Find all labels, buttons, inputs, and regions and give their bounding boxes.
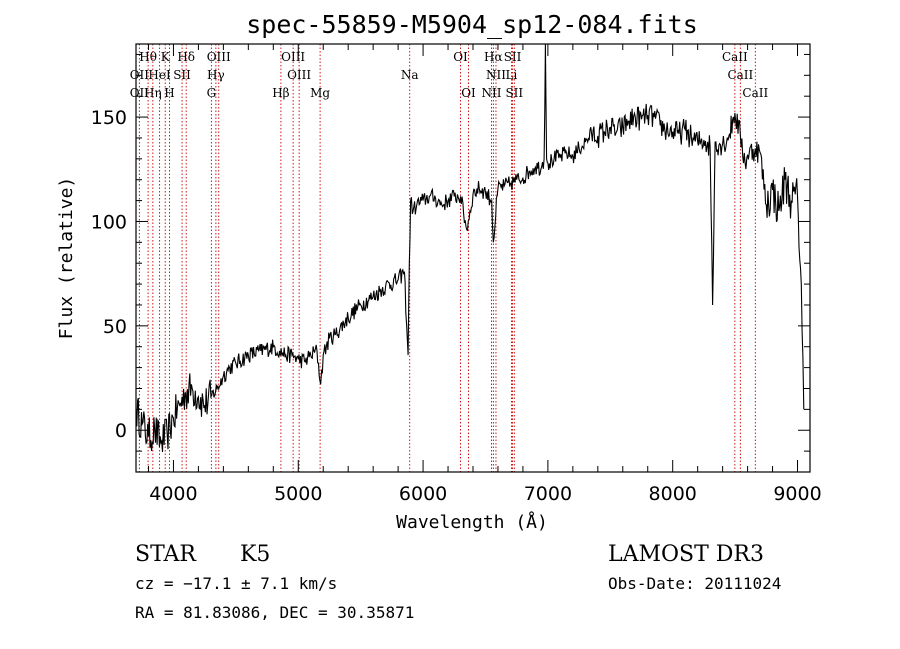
line-label: CaII bbox=[722, 50, 748, 64]
line-label: K bbox=[161, 50, 171, 64]
line-label: CaII bbox=[742, 86, 768, 100]
x-tick-label: 7000 bbox=[524, 483, 572, 505]
line-label: Hγ bbox=[207, 68, 225, 82]
line-label: H bbox=[164, 86, 174, 100]
redshift-cz: cz = −17.1 ± 7.1 km/s bbox=[135, 574, 337, 593]
x-tick-label: 8000 bbox=[649, 483, 697, 505]
y-tick-label: 100 bbox=[91, 211, 127, 233]
y-axis-ticks: 0 50 100 150 bbox=[91, 53, 810, 452]
line-label: Na bbox=[401, 68, 419, 82]
subclass: K5 bbox=[240, 542, 270, 567]
y-tick-label: 0 bbox=[115, 420, 127, 442]
obs-date: Obs-Date: 20111024 bbox=[608, 574, 781, 593]
coordinates: RA = 81.83086, DEC = 30.35871 bbox=[135, 603, 414, 622]
line-label: OIII bbox=[207, 50, 231, 64]
x-axis-label: Wavelength (Å) bbox=[396, 511, 548, 533]
line-label: Li bbox=[506, 68, 518, 82]
line-label: Hθ bbox=[139, 50, 157, 64]
line-label: Hα bbox=[484, 50, 503, 64]
line-label: SII bbox=[504, 50, 522, 64]
line-label: HeI bbox=[148, 68, 171, 82]
series-group bbox=[135, 43, 805, 453]
x-tick-label: 4000 bbox=[149, 483, 197, 505]
line-label: SII bbox=[173, 68, 191, 82]
x-tick-label: 9000 bbox=[773, 483, 821, 505]
y-tick-label: 50 bbox=[103, 316, 127, 338]
line-label: OI bbox=[453, 50, 468, 64]
line-label: CaII bbox=[727, 68, 753, 82]
x-axis-ticks: 4000 5000 6000 7000 8000 9000 bbox=[147, 44, 822, 505]
x-tick-label: 6000 bbox=[399, 483, 447, 505]
line-label: NII bbox=[481, 86, 501, 100]
spectrum-line bbox=[135, 43, 805, 453]
line-label: Hδ bbox=[177, 50, 195, 64]
line-label: NII bbox=[486, 68, 506, 82]
y-tick-label: 150 bbox=[91, 107, 127, 129]
line-label: OIII bbox=[281, 50, 305, 64]
line-label: SII bbox=[505, 86, 523, 100]
line-label: G bbox=[207, 86, 217, 100]
line-label: Hβ bbox=[272, 86, 289, 100]
y-axis-label: Flux (relative) bbox=[56, 177, 77, 340]
survey-name: LAMOST DR3 bbox=[608, 542, 764, 567]
x-tick-label: 5000 bbox=[274, 483, 322, 505]
line-label: OI bbox=[461, 86, 476, 100]
object-class: STAR bbox=[135, 542, 197, 567]
line-label: Hη bbox=[144, 86, 162, 100]
line-label: OIII bbox=[287, 68, 311, 82]
chart-title: spec-55859-M5904_sp12-084.fits bbox=[246, 10, 698, 39]
line-label: OII bbox=[130, 86, 150, 100]
line-label: Mg bbox=[310, 86, 330, 100]
